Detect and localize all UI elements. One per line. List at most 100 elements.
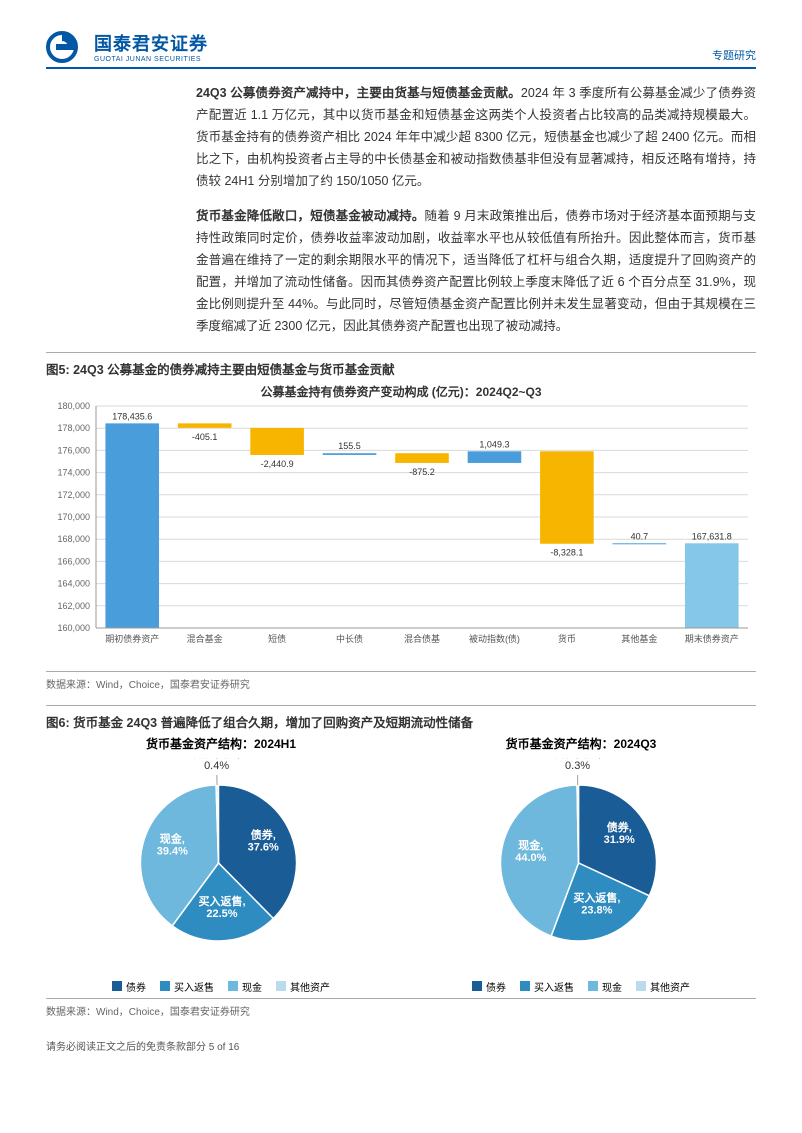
pie-left: 货币基金资产结构：2024H1 债券,37.6% 买入返售,22.5% 现金,39.… (46, 735, 396, 994)
para2-body: 随着 9 月末政策推出后，债券市场对于经济基本面预期与支持性政策同时定价，债券收… (196, 209, 756, 332)
svg-text:0.4%: 0.4% (204, 760, 229, 772)
svg-text:39.4%: 39.4% (157, 845, 188, 857)
legend-swatch (112, 981, 122, 991)
svg-text:其他基金: 其他基金 (621, 633, 657, 644)
svg-text:期初债券资产: 期初债券资产 (105, 633, 159, 644)
legend-label: 买入返售 (534, 979, 574, 994)
svg-text:167,631.8: 167,631.8 (692, 531, 732, 541)
svg-text:162,000: 162,000 (57, 600, 90, 610)
svg-text:债券,: 债券, (251, 827, 276, 841)
svg-text:180,000: 180,000 (57, 401, 90, 411)
legend-label: 其他资产 (290, 979, 330, 994)
svg-text:现金,: 现金, (518, 837, 543, 851)
svg-text:货币: 货币 (558, 633, 576, 644)
fig6-source: 数据来源：Wind，Choice，国泰君安证券研究 (46, 1003, 756, 1018)
page-footer: 请务必阅读正文之后的免责条款部分 5 of 16 (46, 1038, 756, 1053)
svg-text:-875.2: -875.2 (409, 467, 435, 477)
svg-text:中长债: 中长债 (336, 633, 363, 644)
pie-chart-left: 债券,37.6%买入返售,22.5%现金,39.4%其他资产,0.4% (46, 758, 391, 968)
legend-item: 其他资产 (636, 979, 690, 994)
fig6-box: 货币基金资产结构：2024H1 债券,37.6%买入返售,22.5%现金,39.… (46, 735, 756, 999)
legend-item: 债券 (472, 979, 506, 994)
pies-row: 货币基金资产结构：2024H1 债券,37.6%买入返售,22.5%现金,39.… (46, 735, 756, 994)
page: 国泰君安证券 GUOTAI JUNAN SECURITIES 专题研究 24Q3… (0, 0, 802, 1073)
legend-item: 买入返售 (160, 979, 214, 994)
logo-text: 国泰君安证券 GUOTAI JUNAN SECURITIES (94, 30, 208, 63)
svg-text:被动指数(债): 被动指数(债) (469, 633, 520, 644)
para1-body: 2024 年 3 季度所有公募基金减少了债券资产配置近 1.1 万亿元，其中以货… (196, 86, 756, 188)
figure-6: 图6: 货币基金 24Q3 普遍降低了组合久期，增加了回购资产及短期流动性储备 … (46, 705, 756, 1018)
svg-text:混合基金: 混合基金 (187, 633, 223, 644)
svg-text:170,000: 170,000 (57, 512, 90, 522)
svg-text:-2,440.9: -2,440.9 (261, 459, 294, 469)
paragraph-1: 24Q3 公募债券资产减持中，主要由货基与短债基金贡献。2024 年 3 季度所… (196, 83, 756, 192)
company-logo-icon (46, 31, 86, 63)
legend-label: 现金 (602, 979, 622, 994)
svg-text:40.7: 40.7 (631, 531, 649, 541)
svg-text:-8,328.1: -8,328.1 (550, 547, 583, 557)
legend-label: 现金 (242, 979, 262, 994)
svg-text:现金,: 现金, (160, 831, 185, 845)
waterfall-chart: 160,000 162,000 164,000 166,000 168,000 170,0… (46, 382, 756, 662)
svg-text:31.9%: 31.9% (604, 834, 635, 846)
pie-right-title: 货币基金资产结构：2024Q3 (406, 735, 756, 752)
svg-text:1,049.3: 1,049.3 (479, 439, 509, 449)
svg-text:164,000: 164,000 (57, 578, 90, 588)
legend-label: 其他资产 (650, 979, 690, 994)
legend-label: 买入返售 (174, 979, 214, 994)
legend-label: 债券 (126, 979, 146, 994)
company-name-en: GUOTAI JUNAN SECURITIES (94, 56, 208, 63)
svg-text:买入返售,: 买入返售, (573, 890, 620, 904)
legend-left: 债券 买入返售 现金 其他资产 (46, 979, 396, 994)
svg-text:37.6%: 37.6% (248, 841, 279, 853)
svg-text:174,000: 174,000 (57, 467, 90, 477)
svg-text:178,435.6: 178,435.6 (112, 411, 152, 421)
svg-text:买入返售,: 买入返售, (198, 894, 245, 908)
svg-text:0.3%: 0.3% (565, 760, 590, 772)
svg-text:178,000: 178,000 (57, 423, 90, 433)
para2-lead: 货币基金降低敞口，短债基金被动减持。 (196, 209, 425, 223)
svg-text:期末债券资产: 期末债券资产 (685, 633, 739, 644)
figure-5: 图5: 24Q3 公募基金的债券减持主要由短债基金与货币基金贡献 160,000… (46, 352, 756, 691)
legend-swatch (472, 981, 482, 991)
svg-text:-405.1: -405.1 (192, 431, 218, 441)
svg-text:公募基金持有债券资产变动构成 (亿元)：2024Q2~Q3: 公募基金持有债券资产变动构成 (亿元)：2024Q2~Q3 (260, 384, 541, 399)
svg-text:混合债基: 混合债基 (404, 633, 440, 644)
legend-swatch (636, 981, 646, 991)
svg-text:176,000: 176,000 (57, 445, 90, 455)
legend-label: 债券 (486, 979, 506, 994)
para1-lead: 24Q3 公募债券资产减持中，主要由货基与短债基金贡献。 (196, 86, 521, 100)
svg-text:23.8%: 23.8% (581, 904, 612, 916)
legend-item: 其他资产 (276, 979, 330, 994)
page-header: 国泰君安证券 GUOTAI JUNAN SECURITIES 专题研究 (46, 30, 756, 69)
legend-item: 买入返售 (520, 979, 574, 994)
legend-item: 现金 (588, 979, 622, 994)
fig5-source: 数据来源：Wind，Choice，国泰君安证券研究 (46, 676, 756, 691)
logo-block: 国泰君安证券 GUOTAI JUNAN SECURITIES (46, 30, 208, 63)
legend-right: 债券 买入返售 现金 其他资产 (406, 979, 756, 994)
fig6-title: 图6: 货币基金 24Q3 普遍降低了组合久期，增加了回购资产及短期流动性储备 (46, 705, 756, 731)
svg-text:168,000: 168,000 (57, 534, 90, 544)
svg-text:短债: 短债 (268, 633, 286, 644)
company-name-cn: 国泰君安证券 (94, 30, 208, 56)
svg-text:166,000: 166,000 (57, 556, 90, 566)
pie-chart-right: 债券,31.9%买入返售,23.8%现金,44.0%其他资产,0.3% (406, 758, 751, 968)
svg-text:160,000: 160,000 (57, 623, 90, 633)
paragraph-2: 货币基金降低敞口，短债基金被动减持。随着 9 月末政策推出后，债券市场对于经济基… (196, 206, 756, 337)
legend-swatch (276, 981, 286, 991)
fig5-title: 图5: 24Q3 公募基金的债券减持主要由短债基金与货币基金贡献 (46, 352, 756, 378)
svg-text:债券,: 债券, (607, 820, 632, 834)
legend-item: 债券 (112, 979, 146, 994)
legend-item: 现金 (228, 979, 262, 994)
pie-right: 货币基金资产结构：2024Q3 债券,31.9% 买入返售,23.8% 现金,44.… (406, 735, 756, 994)
header-tag: 专题研究 (712, 47, 756, 63)
legend-swatch (520, 981, 530, 991)
pie-left-title: 货币基金资产结构：2024H1 (46, 735, 396, 752)
legend-swatch (588, 981, 598, 991)
svg-text:44.0%: 44.0% (515, 851, 546, 863)
svg-text:22.5%: 22.5% (206, 908, 237, 920)
legend-swatch (228, 981, 238, 991)
svg-text:155.5: 155.5 (338, 441, 361, 451)
fig5-box: 160,000 162,000 164,000 166,000 168,000 170,0… (46, 382, 756, 672)
svg-text:172,000: 172,000 (57, 489, 90, 499)
